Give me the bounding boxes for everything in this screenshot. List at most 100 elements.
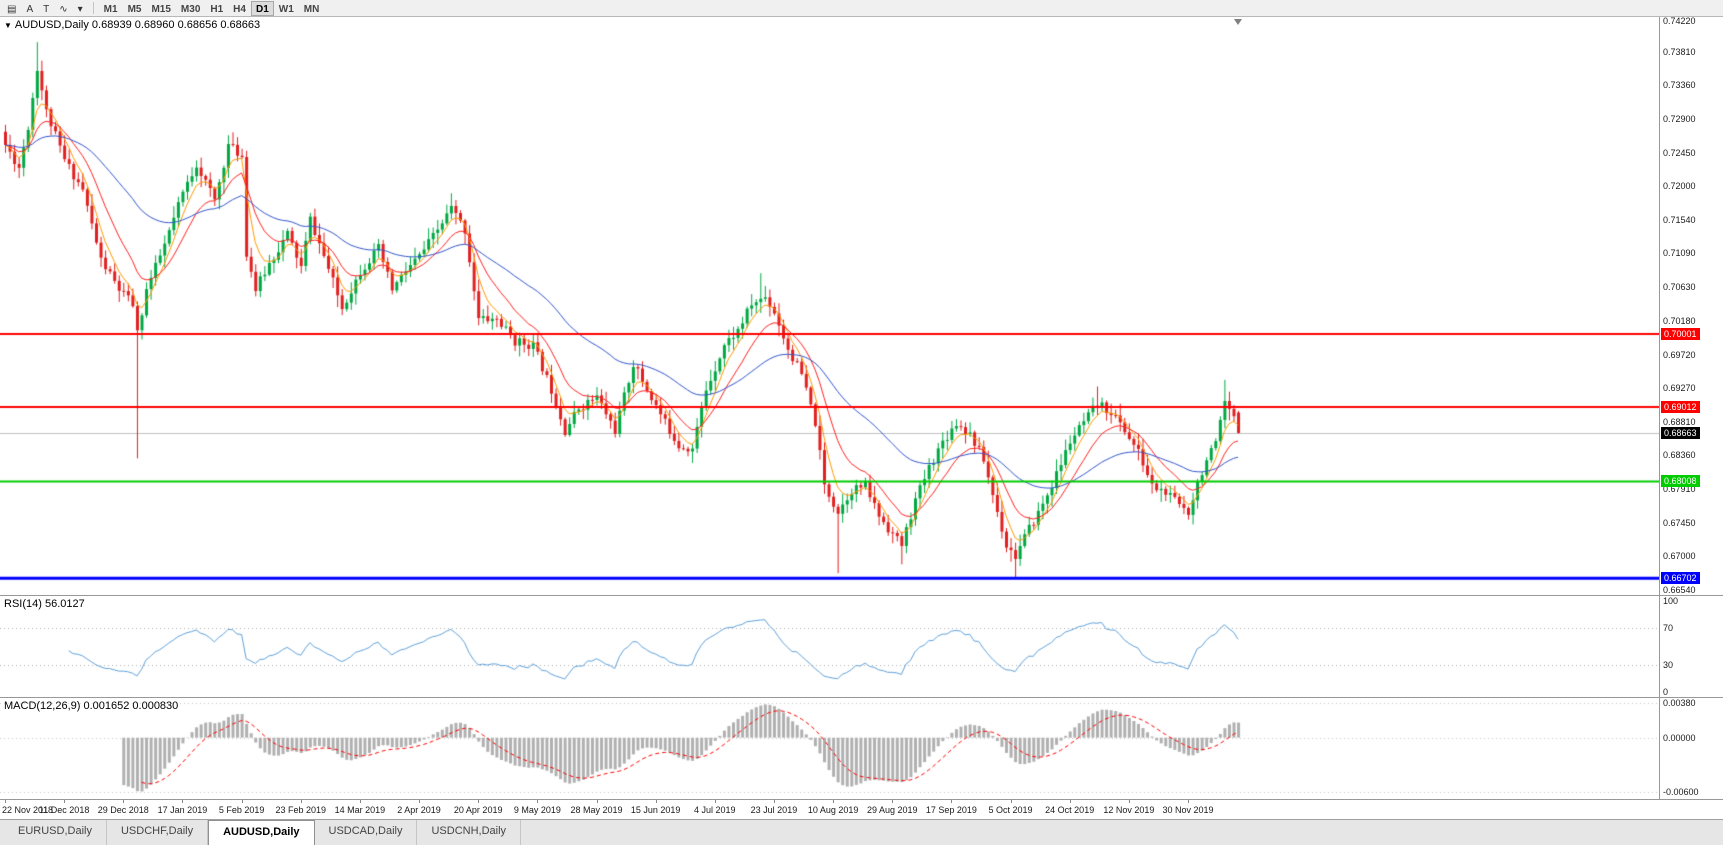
time-axis-tick bbox=[537, 800, 539, 803]
rsi-axis-tick: 100 bbox=[1663, 596, 1679, 606]
time-axis-tick bbox=[951, 800, 953, 803]
time-axis[interactable]: 22 Nov 2018 11 Dec 2018 29 Dec 2018 17 Jan … bbox=[0, 799, 1723, 819]
rsi-axis[interactable]: 100 70 30 0 bbox=[1659, 596, 1723, 697]
time-axis-tick bbox=[1128, 800, 1130, 803]
price-plot-area[interactable]: ▼ AUDUSD,Daily 0.68939 0.68960 0.68656 0.… bbox=[0, 17, 1659, 595]
timeframe-button-m15[interactable]: M15 bbox=[151, 3, 171, 15]
time-axis-tick bbox=[1010, 800, 1012, 803]
x-axis-label: 5 Oct 2019 bbox=[988, 805, 1033, 815]
y-axis-tick: 0.71090 bbox=[1663, 248, 1696, 259]
x-axis-label: 14 Mar 2019 bbox=[334, 805, 386, 815]
macd-axis-tick: -0.00600 bbox=[1663, 786, 1699, 797]
rsi-panel: RSI(14) 56.0127 100 70 30 0 bbox=[0, 595, 1723, 697]
timeframe-button-h4[interactable]: H4 bbox=[233, 3, 246, 15]
indicator-dropdown-chevron[interactable]: ▾ bbox=[77, 3, 83, 15]
chart-tab-usdcad[interactable]: USDCAD,Daily bbox=[314, 820, 418, 845]
chart-tab-audusd[interactable]: AUDUSD,Daily bbox=[208, 820, 315, 845]
y-axis-tick: 0.72900 bbox=[1663, 114, 1696, 125]
rsi-axis-tick: 30 bbox=[1663, 660, 1674, 671]
y-axis-tick: 0.69270 bbox=[1663, 383, 1696, 394]
current-price-label[interactable]: 0.68663 bbox=[1661, 426, 1700, 439]
macd-axis-tick: 0.00380 bbox=[1663, 698, 1696, 709]
indicator-tool-button[interactable]: ∿ bbox=[59, 3, 68, 15]
timeframe-button-d1[interactable]: D1 bbox=[250, 0, 274, 16]
timeframe-button-m5[interactable]: M5 bbox=[127, 3, 142, 15]
x-axis-label: 23 Feb 2019 bbox=[275, 805, 327, 815]
y-axis-tick: 0.70630 bbox=[1663, 282, 1696, 293]
rsi-plot-area[interactable]: RSI(14) 56.0127 bbox=[0, 596, 1659, 697]
chart-window-icon[interactable]: ▤ bbox=[7, 3, 17, 15]
x-axis-label: 4 Jul 2019 bbox=[694, 805, 736, 815]
macd-plot-area[interactable]: MACD(12,26,9) 0.001652 0.000830 bbox=[0, 698, 1659, 799]
time-axis-tick bbox=[359, 800, 361, 803]
chart-shift-marker[interactable] bbox=[1234, 19, 1243, 25]
x-axis-label: 23 Jul 2019 bbox=[750, 805, 798, 815]
chart-tab-usdcnh[interactable]: USDCNH,Daily bbox=[417, 820, 522, 845]
y-axis-tick: 0.72450 bbox=[1663, 147, 1696, 158]
price-level-label[interactable]: 0.66702 bbox=[1661, 572, 1700, 585]
macd-indicator-label: MACD(12,26,9) 0.001652 0.000830 bbox=[4, 700, 179, 712]
time-axis-tick bbox=[241, 800, 243, 803]
rsi-indicator-label: RSI(14) 56.0127 bbox=[4, 598, 85, 610]
collapse-triangle-icon[interactable]: ▼ bbox=[4, 21, 12, 30]
symbol-info: ▼ AUDUSD,Daily 0.68939 0.68960 0.68656 0.… bbox=[4, 19, 260, 31]
price-chart-canvas[interactable] bbox=[0, 17, 1659, 595]
y-axis-tick: 0.70180 bbox=[1663, 315, 1696, 326]
macd-axis[interactable]: 0.00380 0.00000 -0.00600 bbox=[1659, 698, 1723, 799]
y-axis-tick: 0.69720 bbox=[1663, 349, 1696, 360]
time-axis-tick bbox=[714, 800, 716, 803]
time-axis-tick bbox=[5, 800, 6, 803]
x-axis-label: 29 Aug 2019 bbox=[866, 805, 918, 815]
y-axis-tick: 0.73360 bbox=[1663, 80, 1696, 91]
x-axis-label: 9 May 2019 bbox=[513, 805, 561, 815]
price-level-label[interactable]: 0.68008 bbox=[1661, 475, 1700, 488]
time-axis-tick bbox=[1188, 800, 1189, 803]
timeframe-button-mn[interactable]: MN bbox=[303, 3, 320, 15]
time-axis-tick bbox=[655, 800, 657, 803]
rsi-chart-canvas[interactable] bbox=[0, 596, 1659, 697]
x-axis-label: 28 May 2019 bbox=[570, 805, 623, 815]
rsi-axis-tick: 70 bbox=[1663, 622, 1674, 633]
time-axis-tick bbox=[892, 800, 894, 803]
rsi-axis-tick: 0 bbox=[1663, 687, 1669, 697]
timeframe-button-h1[interactable]: H1 bbox=[210, 3, 224, 15]
x-axis-label: 17 Jan 2019 bbox=[157, 805, 208, 815]
y-axis-tick: 0.74220 bbox=[1663, 16, 1696, 27]
time-axis-tick bbox=[1069, 800, 1071, 803]
macd-chart-canvas[interactable] bbox=[0, 698, 1659, 799]
chart-tab-usdchf[interactable]: USDCHF,Daily bbox=[106, 820, 209, 845]
timeframe-button-m30[interactable]: M30 bbox=[180, 3, 201, 15]
x-axis-label: 29 Dec 2018 bbox=[97, 805, 149, 815]
time-axis-tick bbox=[773, 800, 775, 803]
text-tool-button[interactable]: T bbox=[43, 3, 50, 15]
price-axis[interactable]: 0.74220 0.73810 0.73360 0.72900 0.72450 0.720… bbox=[1659, 16, 1723, 596]
x-axis-label: 2 Apr 2019 bbox=[397, 805, 441, 815]
time-axis-tick bbox=[182, 800, 184, 803]
time-axis-tick bbox=[64, 800, 66, 803]
price-level-label[interactable]: 0.69012 bbox=[1661, 401, 1700, 414]
time-axis-tick bbox=[419, 800, 421, 803]
symbol-ohlc-text: AUDUSD,Daily 0.68939 0.68960 0.68656 0.6… bbox=[14, 19, 261, 31]
macd-axis-tick: 0.00000 bbox=[1663, 732, 1696, 743]
y-axis-tick: 0.67450 bbox=[1663, 517, 1696, 528]
y-axis-tick: 0.71540 bbox=[1663, 214, 1696, 225]
chart-tab-eurusd[interactable]: EURUSD,Daily bbox=[4, 820, 107, 845]
y-axis-tick: 0.68360 bbox=[1663, 450, 1696, 461]
y-axis-tick: 0.67910 bbox=[1663, 483, 1696, 494]
x-axis-label: 12 Nov 2019 bbox=[1103, 805, 1155, 815]
x-axis-label: 20 Apr 2019 bbox=[453, 805, 503, 815]
chart-tab-bar: EURUSD,Daily USDCHF,Daily AUDUSD,Daily USDC… bbox=[0, 819, 1723, 845]
y-axis-tick: 0.66540 bbox=[1663, 585, 1696, 596]
x-axis-label: 10 Aug 2019 bbox=[807, 805, 859, 815]
x-axis-label: 5 Feb 2019 bbox=[218, 805, 265, 815]
cursor-tool-button[interactable]: A bbox=[26, 3, 34, 15]
y-axis-tick: 0.73810 bbox=[1663, 46, 1696, 57]
toolbar: ▤ A T ∿ ▾ M1 M5 M15 M30 H1 H4 D1 W1 MN bbox=[0, 0, 1723, 17]
timeframe-button-group: M1 M5 M15 M30 H1 H4 D1 W1 MN bbox=[99, 0, 325, 16]
price-level-label[interactable]: 0.70001 bbox=[1661, 327, 1700, 340]
price-panel: ▼ AUDUSD,Daily 0.68939 0.68960 0.68656 0.… bbox=[0, 16, 1723, 596]
timeframe-button-w1[interactable]: W1 bbox=[278, 3, 294, 15]
y-axis-tick: 0.67000 bbox=[1663, 551, 1696, 562]
timeframe-button-m1[interactable]: M1 bbox=[103, 3, 118, 15]
x-axis-label: 24 Oct 2019 bbox=[1045, 805, 1095, 815]
